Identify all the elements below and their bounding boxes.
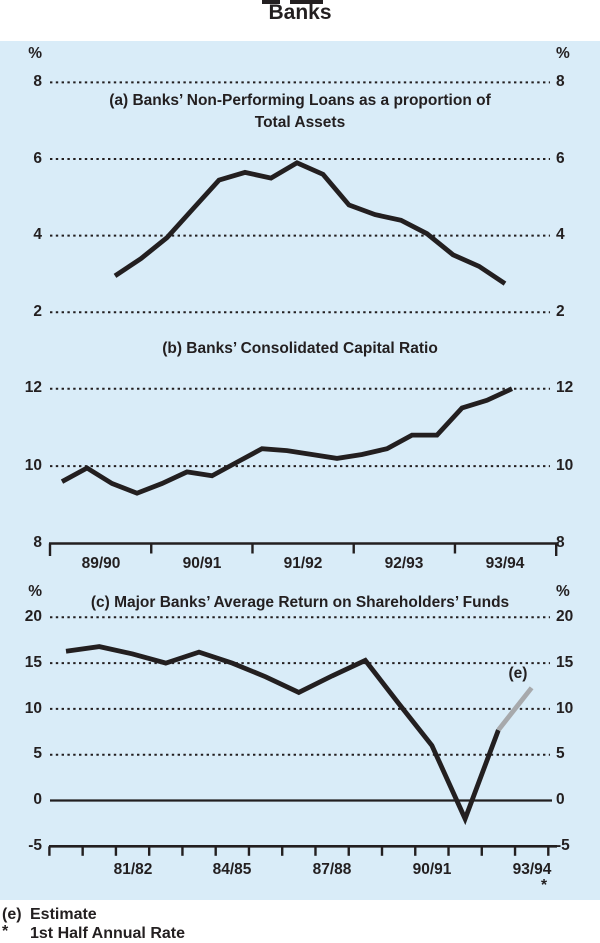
y-tick-label: 0: [33, 791, 42, 808]
x-tick-label: 89/90: [81, 555, 121, 572]
panel-b-x-axis: [48, 542, 558, 556]
panel-c-series: [65, 644, 501, 826]
x-tick-label: 93/94: [512, 861, 552, 878]
panel-c-gridlines: [50, 616, 550, 756]
y-tick-label: 8: [556, 534, 565, 551]
panel-a-title-line2: Total Assets: [254, 114, 346, 131]
y-tick-label: 4: [556, 226, 565, 243]
y-tick-label: -5: [556, 837, 570, 854]
chart-background: [0, 41, 600, 900]
panel-a-series: [113, 160, 507, 286]
x-tick-label: 92/93: [384, 555, 424, 572]
y-tick-label: 5: [556, 745, 565, 762]
panel-a-unit-right: %: [556, 45, 570, 62]
x-tick-label: 90/91: [182, 555, 222, 572]
y-tick-label: 2: [33, 303, 42, 320]
y-tick-label: 6: [556, 150, 565, 167]
y-tick-label: 2: [556, 303, 565, 320]
panel-b-title: (b) Banks’ Consolidated Capital Ratio: [162, 340, 438, 357]
y-tick-label: 15: [556, 654, 574, 671]
x-tick-label: 81/82: [113, 861, 153, 878]
panel-c-unit-left: %: [28, 583, 42, 600]
y-tick-label: 8: [556, 73, 565, 90]
y-tick-label: 10: [24, 457, 42, 474]
panel-a-unit-left: %: [28, 45, 42, 62]
panel-c-estimate-segment: [496, 686, 534, 732]
panel-b-gridlines: [50, 387, 550, 468]
cropped-heading-fragment: [290, 0, 323, 4]
asterisk-annotation: *: [540, 877, 548, 894]
x-tick-label: 87/88: [312, 861, 352, 878]
panel-b-series: [60, 386, 514, 496]
footnote-marker: (e): [2, 906, 22, 923]
page-title: Banks: [268, 1, 332, 24]
y-tick-label: 12: [556, 379, 574, 396]
footnote-marker: *: [2, 923, 9, 940]
x-tick-label: 93/94: [485, 555, 525, 572]
y-tick-label: 4: [33, 226, 42, 243]
panel-c-title: (c) Major Banks’ Average Return on Share…: [90, 594, 510, 611]
y-tick-label: 0: [556, 791, 565, 808]
y-tick-label: 8: [33, 73, 42, 90]
panel-a-title-line1: (a) Banks’ Non-Performing Loans as a pro…: [109, 92, 491, 109]
footnote-text: Estimate: [30, 906, 97, 923]
panel-c-x-axis: [48, 799, 557, 856]
y-tick-label: 20: [556, 608, 574, 625]
estimate-annotation: (e): [508, 665, 528, 682]
x-tick-label: 91/92: [283, 555, 323, 572]
y-tick-label: 6: [33, 150, 42, 167]
footnote-text: 1st Half Annual Rate: [30, 925, 185, 942]
y-tick-label: 8: [33, 534, 42, 551]
x-tick-label: 90/91: [412, 861, 452, 878]
panel-c-unit-right: %: [556, 583, 570, 600]
y-tick-label: 12: [24, 379, 42, 396]
y-tick-label: 10: [556, 700, 574, 717]
y-tick-label: 15: [24, 654, 42, 671]
cropped-heading-fragment: [262, 0, 280, 4]
y-tick-label: 10: [556, 457, 574, 474]
y-tick-label: 10: [24, 700, 42, 717]
x-tick-label: 84/85: [212, 861, 252, 878]
y-tick-label: -5: [28, 837, 42, 854]
panel-a-gridlines: [50, 81, 550, 314]
y-tick-label: 20: [24, 608, 42, 625]
y-tick-label: 5: [33, 745, 42, 762]
